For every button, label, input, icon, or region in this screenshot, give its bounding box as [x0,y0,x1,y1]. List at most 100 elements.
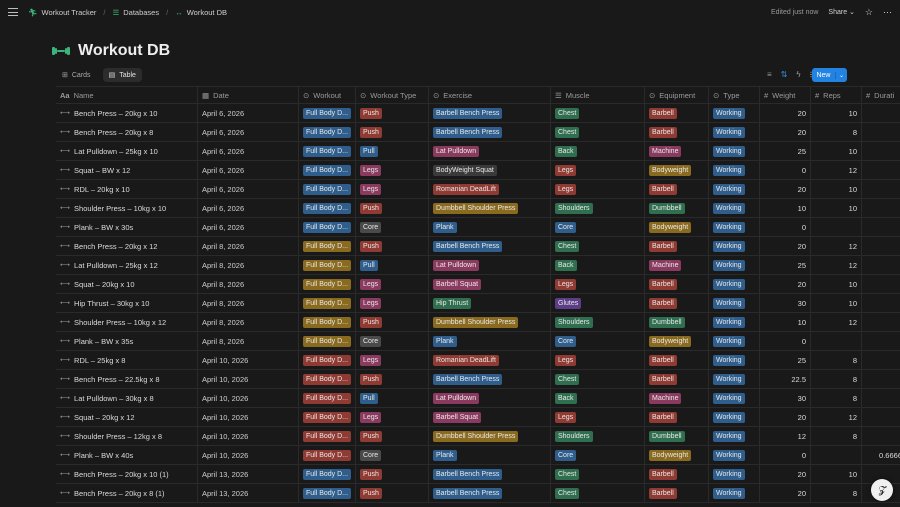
tab-cards[interactable]: ⊞ Cards [62,71,91,80]
name-cell[interactable]: ⟷ Plank – BW x 40s [56,446,198,464]
type-cell[interactable]: Working [709,465,760,483]
type-cell[interactable]: Working [709,256,760,274]
muscle-cell[interactable]: Glutes [551,294,645,312]
row-name[interactable]: Bench Press – 20kg x 10 [74,108,158,118]
weight-cell[interactable]: 20 [760,180,811,198]
name-cell[interactable]: ⟷ Bench Press – 20kg x 8 (1) [56,484,198,502]
type-tag[interactable]: Working [713,202,745,214]
table-row[interactable]: ⟷ Squat – 20kg x 12 April 10, 2026 Full … [56,408,900,427]
workout-type-cell[interactable]: Core [356,332,429,350]
type-cell[interactable]: Working [709,351,760,369]
muscle-tag[interactable]: Legs [555,164,577,176]
weight-cell[interactable]: 10 [760,313,811,331]
reps-cell[interactable]: 12 [811,237,862,255]
date-cell[interactable]: April 10, 2026 [198,370,299,388]
equipment-cell[interactable]: Machine [645,389,709,407]
row-name[interactable]: Bench Press – 20kg x 8 (1) [74,488,165,498]
duration-cell[interactable] [862,161,900,179]
exercise-cell[interactable]: Lat Pulldown [429,142,551,160]
filter-icon[interactable]: ≡ [767,69,772,79]
row-name[interactable]: Plank – BW x 30s [74,222,134,232]
muscle-tag[interactable]: Chest [555,126,580,138]
date-cell[interactable]: April 6, 2026 [198,123,299,141]
weight-cell[interactable]: 20 [760,408,811,426]
reps-cell[interactable]: 10 [811,199,862,217]
workout-cell[interactable]: Full Body D... [299,351,356,369]
duration-cell[interactable] [862,408,900,426]
reps-cell[interactable]: 8 [811,427,862,445]
equipment-cell[interactable]: Machine [645,142,709,160]
muscle-tag[interactable]: Back [555,392,577,404]
exercise-tag[interactable]: BodyWeight Squat [433,164,497,176]
workout-tag[interactable]: Full Body D... [303,392,352,404]
weight-cell[interactable]: 20 [760,104,811,122]
column-header-equipment[interactable]: ⊙ Equipment [645,87,709,103]
exercise-tag[interactable]: Barbell Bench Press [433,107,503,119]
workout-tag[interactable]: Full Body D... [303,240,352,252]
table-row[interactable]: ⟷ Plank – BW x 30s April 6, 2026 Full Bo… [56,218,900,237]
workout-cell[interactable]: Full Body D... [299,256,356,274]
duration-cell[interactable] [862,275,900,293]
workout-tag[interactable]: Full Body D... [303,145,352,157]
exercise-tag[interactable]: Barbell Bench Press [433,240,503,252]
weight-cell[interactable]: 20 [760,275,811,293]
workout-type-tag[interactable]: Legs [360,278,382,290]
type-tag[interactable]: Working [713,354,745,366]
muscle-cell[interactable]: Shoulders [551,313,645,331]
workout-cell[interactable]: Full Body D... [299,180,356,198]
reps-cell[interactable]: 10 [811,180,862,198]
exercise-tag[interactable]: Barbell Bench Press [433,487,503,499]
workout-tag[interactable]: Full Body D... [303,335,352,347]
muscle-cell[interactable]: Shoulders [551,199,645,217]
equipment-tag[interactable]: Barbell [649,126,677,138]
row-name[interactable]: Plank – BW x 35s [74,336,134,346]
name-cell[interactable]: ⟷ Squat – 20kg x 10 [56,275,198,293]
workout-tag[interactable]: Full Body D... [303,164,352,176]
weight-cell[interactable]: 30 [760,389,811,407]
exercise-tag[interactable]: Barbell Squat [433,411,482,423]
reps-cell[interactable] [811,332,862,350]
workout-tag[interactable]: Full Body D... [303,449,352,461]
duration-cell[interactable] [862,123,900,141]
workout-type-tag[interactable]: Core [360,449,382,461]
exercise-tag[interactable]: Lat Pulldown [433,259,480,271]
exercise-tag[interactable]: Barbell Bench Press [433,468,503,480]
name-cell[interactable]: ⟷ Hip Thrust – 30kg x 10 [56,294,198,312]
equipment-cell[interactable]: Barbell [645,351,709,369]
workout-tag[interactable]: Full Body D... [303,183,352,195]
exercise-cell[interactable]: Plank [429,218,551,236]
workout-type-tag[interactable]: Pull [360,392,378,404]
type-tag[interactable]: Working [713,297,745,309]
muscle-cell[interactable]: Core [551,332,645,350]
table-row[interactable]: ⟷ Lat Pulldown – 25kg x 12 April 8, 2026… [56,256,900,275]
type-tag[interactable]: Working [713,107,745,119]
muscle-tag[interactable]: Back [555,259,577,271]
workout-cell[interactable]: Full Body D... [299,218,356,236]
equipment-tag[interactable]: Barbell [649,411,677,423]
exercise-tag[interactable]: Lat Pulldown [433,145,480,157]
date-cell[interactable]: April 8, 2026 [198,332,299,350]
column-header-duration[interactable]: # Durati [866,90,895,100]
breadcrumb-item-workout-db[interactable]: Workout DB [186,7,227,17]
workout-type-cell[interactable]: Legs [356,408,429,426]
table-row[interactable]: ⟷ RDL – 20kg x 10 April 6, 2026 Full Bod… [56,180,900,199]
date-cell[interactable]: April 6, 2026 [198,161,299,179]
workout-tag[interactable]: Full Body D... [303,354,352,366]
equipment-cell[interactable]: Barbell [645,104,709,122]
type-cell[interactable]: Working [709,370,760,388]
muscle-cell[interactable]: Chest [551,123,645,141]
exercise-cell[interactable]: Barbell Bench Press [429,370,551,388]
workout-cell[interactable]: Full Body D... [299,446,356,464]
exercise-cell[interactable]: Plank [429,332,551,350]
workout-type-cell[interactable]: Legs [356,275,429,293]
date-cell[interactable]: April 10, 2026 [198,408,299,426]
reps-cell[interactable]: 8 [811,123,862,141]
equipment-cell[interactable]: Barbell [645,408,709,426]
equipment-tag[interactable]: Dumbbell [649,316,685,328]
column-header-date[interactable]: ▦ Date [198,87,299,103]
duration-cell[interactable] [862,180,900,198]
reps-cell[interactable]: 10 [811,465,862,483]
reps-cell[interactable]: 8 [811,351,862,369]
muscle-cell[interactable]: Chest [551,465,645,483]
workout-tag[interactable]: Full Body D... [303,430,352,442]
